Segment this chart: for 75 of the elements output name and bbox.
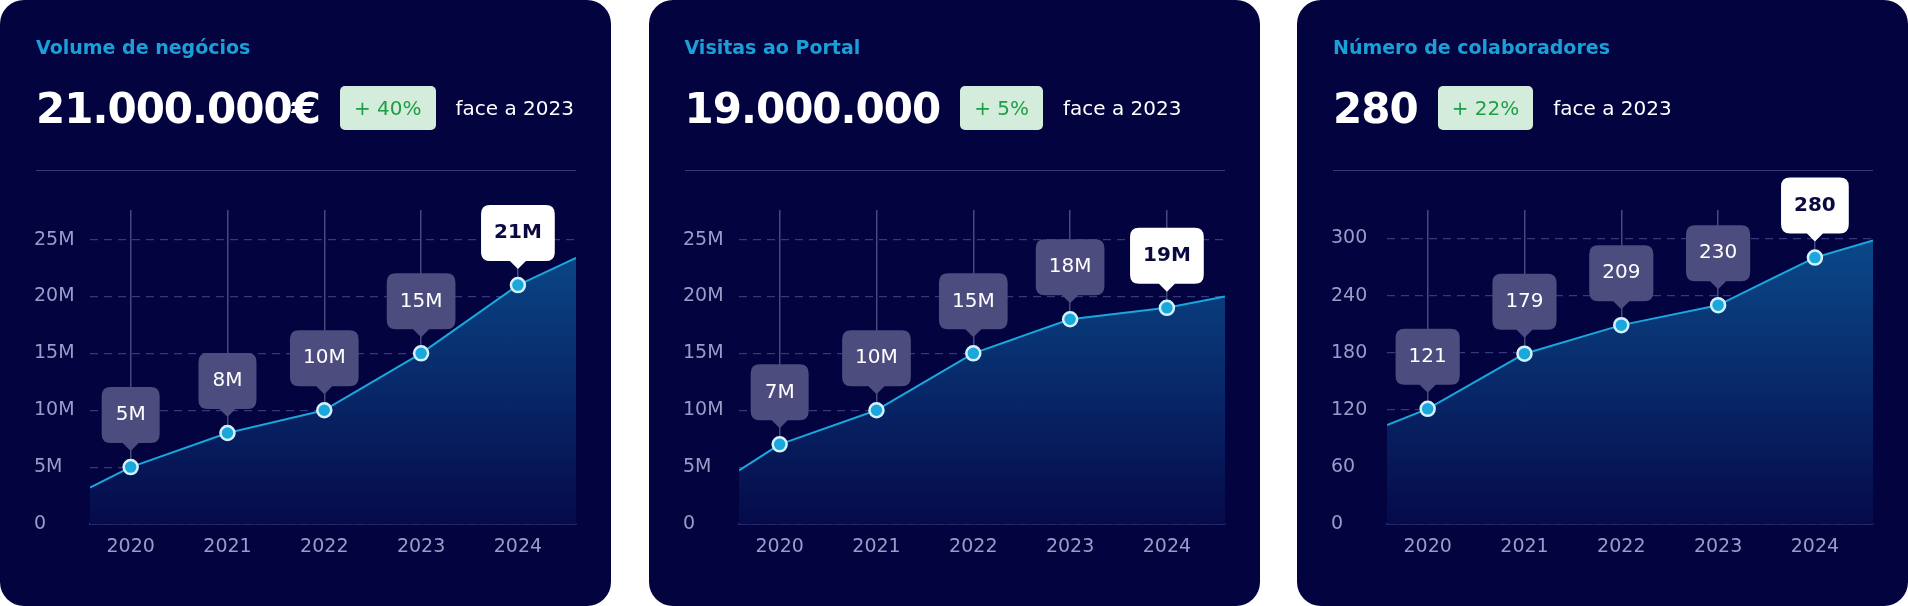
y-tick-label: 20M [682,283,724,306]
chart-title: Volume de negócios [36,36,251,58]
point [219,424,236,442]
point [1709,296,1727,314]
data-label: 5M [115,401,146,426]
chart-subtitle: 19.000.000 [684,83,941,133]
data-label: 10M [854,344,898,369]
x-tick-label: 2020 [106,534,155,557]
point [770,436,788,453]
data-label: 230 [1699,239,1738,264]
text: + 22% [1437,86,1534,130]
x-tick-label: 2022 [948,534,997,557]
data-label: 15M [951,287,995,312]
data-label: 19M [1142,242,1191,267]
x-tick-label: 2022 [1597,534,1646,557]
point [316,401,333,419]
point [867,401,885,419]
point [1516,345,1533,362]
y-tick-label: 0 [1331,510,1344,533]
x-tick-label: 2021 [203,534,252,557]
y-tick-label: 10M [34,397,75,420]
chart-subtitle: 21.000.000€ [36,83,320,133]
point [964,345,982,362]
x-tick-label: 2023 [1045,534,1094,557]
data-label: 8M [212,367,243,392]
point [412,345,430,362]
data-label: 179 [1505,287,1544,312]
x-tick-label: 2021 [1500,534,1549,557]
point [1158,299,1175,317]
y-tick-label: 15M [682,340,724,363]
point [122,458,139,476]
text: + 5% [960,86,1044,130]
y-tick-label: 20M [34,283,75,306]
point [1061,310,1078,328]
point [1613,316,1630,334]
chart-title: Visitas ao Portal [684,36,861,58]
y-tick-label: 240 [1331,282,1368,305]
y-tick-label: 300 [1331,225,1368,248]
x-tick-label: 2024 [1142,534,1191,557]
x-tick-label: 2021 [851,534,901,557]
data-label: 10M [302,344,346,369]
chart-subtitle: 280 [1333,83,1418,133]
data-label: 280 [1794,191,1836,216]
x-tick-label: 2023 [1693,534,1743,557]
data-label: 18M [1048,253,1091,278]
y-tick-label: 5M [34,454,63,477]
text: face a 2023 [1553,96,1672,120]
x-tick-label: 2020 [754,534,804,557]
chart-title: Número de colaboradores [1333,36,1610,58]
text: + 40% [339,86,436,130]
point [509,276,527,294]
data-label: 209 [1602,259,1641,284]
data-label: 7M [764,378,795,403]
x-tick-label: 2022 [300,534,349,557]
x-tick-label: 2023 [396,534,446,557]
data-label: 15M [399,287,443,312]
data-label: 121 [1408,343,1447,368]
y-tick-label: 10M [682,397,724,420]
y-tick-label: 0 [34,510,47,533]
x-tick-label: 2024 [493,534,543,557]
y-tick-label: 5M [682,454,711,477]
y-tick-label: 60 [1331,453,1356,476]
y-tick-label: 180 [1331,339,1368,362]
y-tick-label: 25M [682,226,724,249]
y-tick-label: 15M [34,340,75,363]
data-label: 21M [494,219,542,244]
y-tick-label: 25M [34,226,75,249]
point [1806,249,1824,266]
y-tick-label: 0 [682,510,695,533]
text: face a 2023 [1063,96,1182,120]
text: face a 2023 [455,96,574,120]
x-tick-label: 2020 [1403,534,1452,557]
point [1419,400,1436,418]
x-tick-label: 2024 [1790,534,1840,557]
y-tick-label: 120 [1331,396,1368,419]
